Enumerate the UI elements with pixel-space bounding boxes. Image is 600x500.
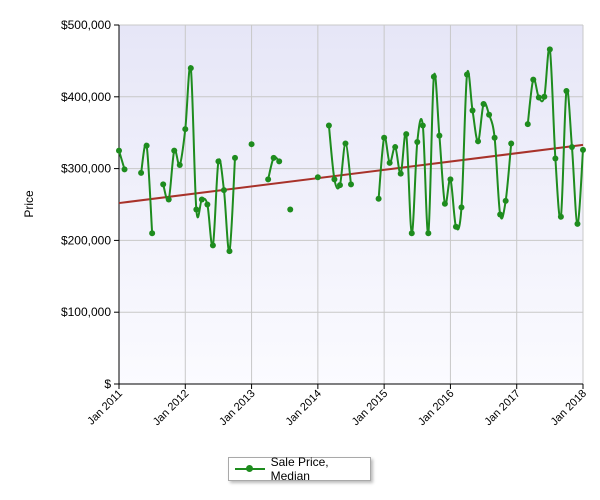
data-point [348, 181, 354, 188]
data-point [430, 73, 437, 80]
y-axis-ticks: $ $100,000 $200,000 $300,000 $400,000 $500,00… [61, 18, 119, 391]
y-tick-label: $ [104, 377, 111, 391]
data-point [557, 213, 564, 220]
data-point [381, 134, 388, 141]
x-tick-label: Jan 2014 [283, 388, 323, 428]
y-tick-label: $400,000 [61, 90, 111, 104]
data-point [187, 65, 194, 72]
data-point [497, 211, 504, 218]
grid-lines [119, 24, 584, 384]
data-point [458, 204, 465, 211]
data-point [204, 201, 211, 208]
x-tick-label: Jan 2011 [85, 388, 125, 428]
data-point [425, 230, 432, 237]
data-point [116, 147, 122, 154]
data-point [464, 71, 470, 78]
data-point [143, 142, 150, 149]
legend-swatch-icon [235, 463, 265, 475]
data-point [524, 121, 531, 128]
data-point [574, 220, 581, 227]
data-point [193, 206, 200, 213]
data-point [232, 154, 238, 161]
data-point [276, 158, 283, 165]
data-point [325, 122, 332, 129]
data-point [215, 158, 222, 165]
data-point [392, 144, 399, 151]
data-point [469, 107, 476, 114]
data-point [452, 223, 459, 230]
y-tick-label: $300,000 [61, 162, 111, 176]
legend: Sale Price, Median [228, 455, 371, 483]
data-point [491, 134, 498, 141]
data-point [314, 174, 321, 181]
data-point [386, 159, 393, 166]
data-point [171, 147, 178, 154]
legend-label: Sale Price, Median [270, 455, 329, 483]
data-point [552, 155, 559, 162]
data-point [436, 132, 443, 139]
data-point [165, 196, 172, 203]
data-point [475, 138, 482, 145]
data-point [149, 230, 156, 237]
data-point [563, 88, 570, 95]
data-point [342, 140, 349, 147]
data-point [336, 182, 343, 189]
data-point [508, 140, 515, 147]
data-point [486, 111, 493, 118]
y-axis-title: Price [22, 190, 36, 218]
series-sale-price-median [116, 46, 586, 255]
data-point [530, 76, 537, 83]
data-point [226, 248, 233, 255]
series-line [377, 70, 513, 235]
data-point [408, 230, 415, 237]
data-point [270, 154, 277, 161]
data-point [287, 206, 294, 213]
data-point [375, 195, 382, 202]
data-point [447, 176, 454, 183]
data-point [160, 181, 167, 188]
data-point [182, 126, 189, 133]
y-tick-label: $500,000 [61, 18, 111, 32]
data-point [397, 170, 404, 177]
data-point [121, 166, 128, 173]
data-point [138, 169, 145, 176]
data-point [535, 94, 542, 101]
data-point [248, 141, 255, 148]
x-tick-label: Jan 2015 [350, 388, 390, 428]
data-point [414, 139, 421, 146]
data-point [441, 200, 448, 207]
x-tick-label: Jan 2018 [549, 388, 589, 428]
data-point [419, 122, 426, 129]
x-tick-label: Jan 2012 [151, 388, 191, 428]
data-point [176, 162, 183, 169]
x-tick-label: Jan 2016 [416, 388, 456, 428]
y-tick-label: $100,000 [61, 305, 111, 319]
data-point [502, 197, 509, 204]
data-point [265, 176, 272, 183]
data-point [220, 187, 227, 194]
data-point [580, 146, 586, 153]
data-point [403, 131, 410, 138]
data-point [209, 242, 216, 249]
data-point [546, 46, 553, 53]
x-tick-label: Jan 2013 [217, 388, 257, 428]
x-tick-label: Jan 2017 [482, 388, 522, 428]
x-axis-ticks: Jan 2011 Jan 2012 Jan 2013 Jan 2014 Jan 2015… [85, 384, 589, 428]
data-point [480, 100, 487, 107]
data-point [541, 93, 548, 100]
data-point [198, 196, 205, 203]
y-tick-label: $200,000 [61, 233, 111, 247]
data-point [331, 176, 338, 183]
data-point [568, 144, 575, 151]
